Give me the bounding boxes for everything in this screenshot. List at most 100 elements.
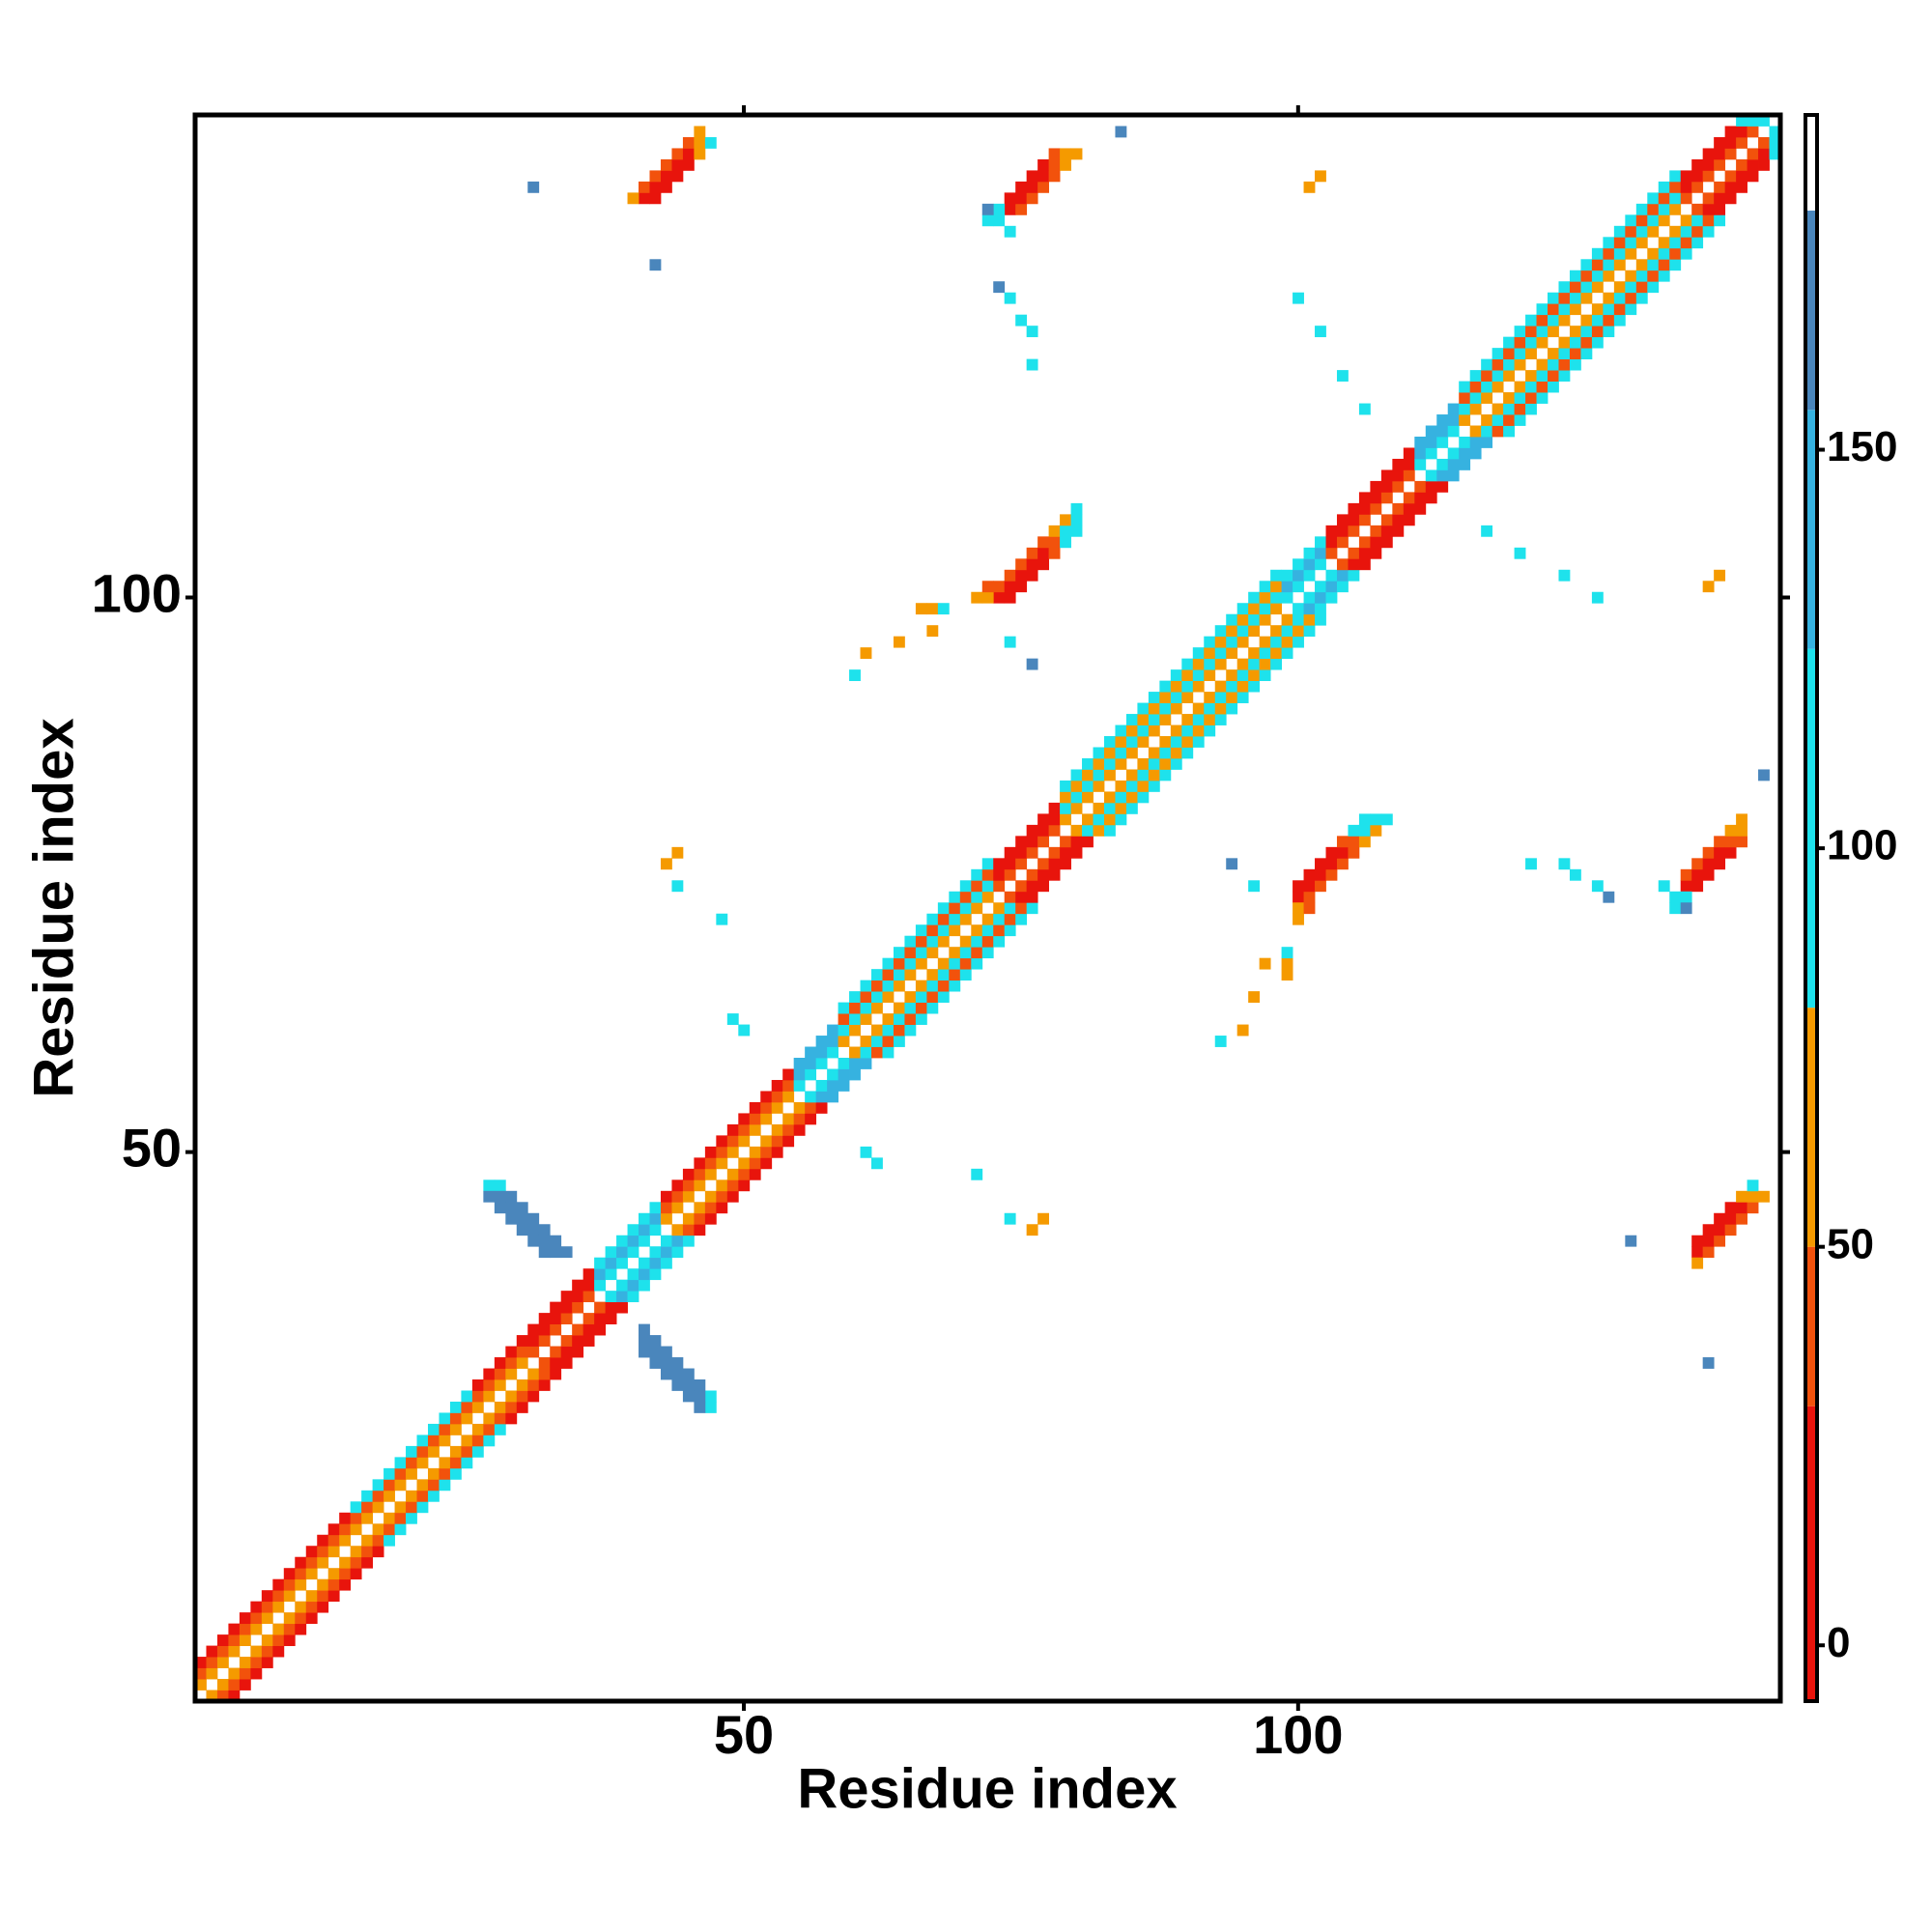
cells xyxy=(195,115,1781,1702)
heatmap-cell xyxy=(893,636,905,648)
heatmap-cell xyxy=(1170,680,1182,693)
heatmap-cell xyxy=(1303,880,1316,893)
heatmap-cell xyxy=(1236,636,1249,648)
heatmap-cell xyxy=(926,935,939,948)
heatmap-cell xyxy=(1303,625,1316,638)
heatmap-cell xyxy=(1503,403,1515,415)
heatmap-cell xyxy=(1380,492,1393,504)
heatmap-cell xyxy=(782,1091,795,1103)
heatmap-cell xyxy=(1103,769,1116,781)
heatmap-cell xyxy=(1514,392,1526,404)
heatmap-cell xyxy=(350,1523,362,1536)
heatmap-cell xyxy=(704,1157,717,1170)
heatmap-cell xyxy=(849,1046,861,1059)
colorbar-tick-label: 150 xyxy=(1827,423,1897,470)
heatmap-cell xyxy=(1348,525,1360,537)
heatmap-cell xyxy=(738,1157,751,1170)
heatmap-cell xyxy=(1358,502,1371,515)
heatmap-cell xyxy=(1503,425,1515,438)
heatmap-cell xyxy=(505,1390,518,1403)
heatmap-cell xyxy=(660,181,672,193)
heatmap-cell xyxy=(494,1179,506,1192)
heatmap-cell xyxy=(1248,613,1261,626)
heatmap-cell xyxy=(1181,747,1194,759)
heatmap-cell xyxy=(1525,336,1537,349)
heatmap-cell xyxy=(582,1335,595,1347)
heatmap-cell xyxy=(295,1556,307,1569)
heatmap-cell xyxy=(649,1257,662,1269)
heatmap-cell xyxy=(1281,613,1293,626)
heatmap-cell xyxy=(793,1058,806,1069)
heatmap-cell xyxy=(1392,480,1405,493)
heatmap-cell xyxy=(1281,636,1293,648)
heatmap-cell xyxy=(1647,270,1660,282)
heatmap-cell xyxy=(704,1202,717,1214)
heatmap-cell xyxy=(649,1346,662,1358)
heatmap-cell xyxy=(749,1123,761,1136)
heatmap-cell xyxy=(1514,414,1526,426)
heatmap-cell xyxy=(216,1634,229,1646)
heatmap-cell xyxy=(937,924,950,937)
heatmap-cell xyxy=(793,1113,806,1125)
heatmap-cell xyxy=(1270,625,1283,638)
heatmap-cell xyxy=(893,947,905,959)
heatmap-cell xyxy=(1625,247,1637,260)
heatmap-cell xyxy=(649,1335,662,1347)
heatmap-cell xyxy=(704,136,717,149)
heatmap-cell xyxy=(849,1024,861,1037)
heatmap-cell xyxy=(1159,769,1172,781)
heatmap-cell xyxy=(805,1058,817,1069)
heatmap-cell xyxy=(1481,436,1493,448)
heatmap-cell xyxy=(860,1013,872,1025)
heatmap-cell xyxy=(206,1667,218,1680)
heatmap-cell xyxy=(516,1212,528,1225)
heatmap-cell xyxy=(1082,813,1094,826)
heatmap-cell xyxy=(1115,780,1127,792)
heatmap-cell xyxy=(815,1091,828,1103)
heatmap-cell xyxy=(295,1601,307,1613)
heatmap-cell xyxy=(949,891,961,903)
heatmap-cell xyxy=(427,1445,440,1458)
heatmap-cell xyxy=(1325,846,1338,859)
heatmap-cell xyxy=(959,957,972,970)
heatmap-cell xyxy=(1370,547,1382,559)
heatmap-cell xyxy=(1747,126,1759,138)
heatmap-cell xyxy=(660,1190,672,1203)
heatmap-cell xyxy=(1724,836,1737,848)
heatmap-cell xyxy=(295,1568,307,1580)
heatmap-cell xyxy=(361,1546,374,1558)
heatmap-cell xyxy=(782,1068,795,1081)
heatmap-cell xyxy=(572,1323,584,1336)
heatmap-cell xyxy=(1414,502,1427,515)
heatmap-cell xyxy=(1392,469,1405,482)
heatmap-cell xyxy=(1736,813,1747,826)
heatmap-cell xyxy=(1315,326,1326,338)
heatmap-cell xyxy=(594,1257,606,1269)
heatmap-cell xyxy=(639,1224,650,1236)
heatmap-cell xyxy=(1747,1179,1759,1192)
heatmap-cell xyxy=(1414,480,1427,493)
heatmap-cell xyxy=(1248,591,1261,604)
heatmap-cell xyxy=(1303,603,1316,615)
heatmap-cell xyxy=(1204,724,1216,737)
heatmap-cell xyxy=(372,1479,384,1492)
heatmap-cell xyxy=(660,170,672,183)
heatmap-cell xyxy=(1103,802,1116,814)
heatmap-cell xyxy=(384,1512,395,1524)
heatmap-cell xyxy=(1204,636,1216,648)
heatmap-cell xyxy=(738,1179,751,1192)
heatmap-cell xyxy=(904,1024,917,1037)
heatmap-cell xyxy=(394,1523,407,1536)
heatmap-cell xyxy=(1580,348,1593,360)
heatmap-cell xyxy=(560,1291,573,1303)
heatmap-cell xyxy=(1669,247,1682,260)
heatmap-cell xyxy=(1392,458,1405,470)
heatmap-cell xyxy=(516,1379,528,1391)
heatmap-cell xyxy=(1603,259,1615,271)
heatmap-cell xyxy=(1503,358,1515,371)
heatmap-cell xyxy=(1293,636,1304,648)
heatmap-cell xyxy=(1236,680,1249,693)
heatmap-cell xyxy=(971,957,983,970)
heatmap-cell xyxy=(1625,225,1637,238)
heatmap-cell xyxy=(627,1235,639,1247)
